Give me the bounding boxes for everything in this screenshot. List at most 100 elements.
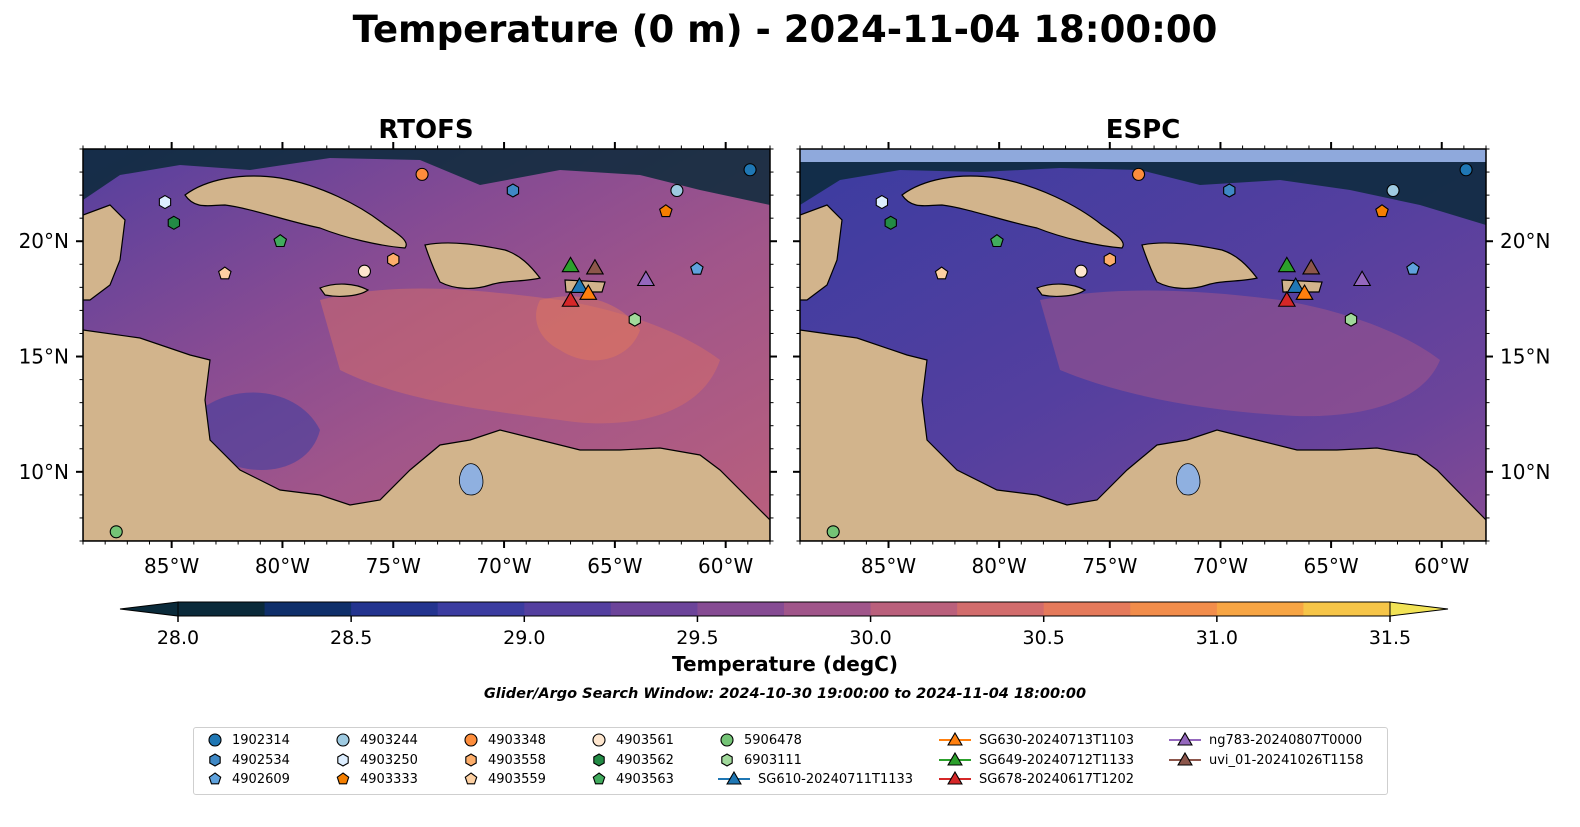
- colorbar-outline: [177, 601, 1391, 617]
- argo-float-marker: [1344, 312, 1358, 327]
- glider-marker: [636, 270, 656, 287]
- glider-marker: [1295, 283, 1314, 300]
- argo-float-marker: [1459, 163, 1473, 177]
- argo-float-marker: [1132, 167, 1146, 181]
- land-jamaica: [319, 283, 370, 297]
- cool-water-region: [83, 149, 770, 205]
- axes-layer: 85°W 80°W 75°W 70°W 65°W 60°W 10°N 15°N 20°N 85°W…: [19, 142, 1550, 578]
- colorbar-bin: [1043, 602, 1131, 616]
- colorbar-bin: [784, 602, 872, 616]
- legend-marker-icon: [464, 772, 478, 785]
- legend-entry: 4903244: [334, 731, 418, 749]
- lon-tick-label: 80°W: [972, 554, 1027, 578]
- legend-marker-icon: [718, 770, 750, 785]
- colorbar-tick-label: 30.5: [1023, 627, 1065, 649]
- legend-marker-icon: [593, 753, 605, 767]
- legend-label: 4903250: [360, 752, 418, 768]
- lon-tick-label: 60°W: [1414, 554, 1469, 578]
- argo-float-marker: [884, 215, 897, 230]
- legend-label: 4903563: [616, 771, 674, 787]
- lake-maracaibo: [458, 463, 484, 496]
- legend-entry: 5906478: [718, 731, 802, 749]
- legend-entry: uvi_01-20241026T1158: [1169, 751, 1363, 769]
- legend-label: SG678-20240617T1202: [979, 771, 1135, 787]
- legend-entry: 4902609: [206, 770, 290, 788]
- land-cuba: [184, 175, 407, 249]
- lon-tick-label: 70°W: [1193, 554, 1248, 578]
- legend-entry: SG649-20240712T1133: [939, 751, 1134, 769]
- legend-label: 1902314: [232, 732, 290, 748]
- legend-marker: [464, 772, 478, 785]
- argo-float-marker: [628, 312, 641, 327]
- lat-tick-label: 15°N: [1500, 345, 1550, 369]
- argo-float-marker: [158, 194, 172, 210]
- land-jamaica: [1036, 283, 1087, 297]
- argo-float-marker: [875, 194, 889, 210]
- glider-marker: [1277, 290, 1297, 307]
- cool-water-region: [800, 162, 1486, 225]
- legend-marker-icon: [465, 753, 477, 767]
- legend-entry: SG630-20240713T1103: [939, 731, 1134, 749]
- missing-data-strip: [800, 149, 1486, 162]
- lon-tick-label: 75°W: [366, 554, 421, 578]
- legend-label: 6903111: [744, 752, 802, 768]
- argo-float-marker: [659, 204, 673, 218]
- legend-marker-icon: [592, 733, 606, 747]
- map-panel-rtofs: [83, 149, 770, 541]
- legend-entry: 4903333: [334, 770, 418, 788]
- legend: 1902314 4902534 4902609 4903244 4903250 49033…: [193, 727, 1388, 795]
- argo-float-marker: [387, 252, 400, 267]
- legend-label: SG630-20240713T1103: [979, 732, 1135, 748]
- legend-entry: SG678-20240617T1202: [939, 770, 1134, 788]
- argo-float-marker: [273, 234, 288, 248]
- colorbar-bin: [437, 602, 525, 616]
- legend-label: 4902609: [232, 771, 290, 787]
- lat-tick-label: 20°N: [1500, 229, 1550, 253]
- legend-marker-icon: [208, 733, 222, 747]
- legend-label: 4903558: [488, 752, 546, 768]
- warm-eddy-region: [1040, 290, 1440, 417]
- legend-entry: 6903111: [718, 751, 802, 769]
- argo-float-marker: [1386, 183, 1400, 198]
- glider-marker: [570, 277, 589, 293]
- legend-entry: 4903559: [462, 770, 546, 788]
- land-yucatan: [83, 204, 126, 301]
- legend-entry: 4903558: [462, 751, 546, 769]
- argo-float-marker: [990, 234, 1004, 248]
- legend-marker-icon: [720, 733, 734, 747]
- legend-marker-icon: [592, 772, 606, 785]
- land-hispaniola: [424, 242, 542, 289]
- colorbar-bin: [697, 602, 785, 616]
- glider-marker: [585, 258, 605, 275]
- colorbar-bin: [1303, 602, 1391, 616]
- argo-float-marker: [1103, 252, 1116, 267]
- legend-marker-icon: [721, 753, 733, 767]
- glider-marker: [1286, 277, 1305, 293]
- colorbar-bin: [870, 602, 958, 616]
- legend-entry: 4903561: [590, 731, 674, 749]
- legend-marker: [721, 753, 733, 767]
- panel-title-rtofs: RTOFS: [378, 115, 473, 145]
- legend-marker-icon: [336, 772, 350, 785]
- lon-tick-label: 85°W: [861, 554, 916, 578]
- legend-marker-icon: [208, 772, 222, 785]
- argo-float-marker: [357, 264, 371, 278]
- glider-marker: [561, 256, 580, 273]
- colorbar-extend-min: [119, 601, 179, 617]
- argo-float-marker: [934, 266, 949, 280]
- legend-marker: [209, 753, 221, 767]
- map-panel-espc: [800, 149, 1486, 541]
- colorbar-tick-label: 31.5: [1369, 627, 1411, 649]
- legend-label: 4903561: [616, 732, 674, 748]
- lon-tick-label: 65°W: [1303, 554, 1358, 578]
- colorbar-bin: [957, 602, 1045, 616]
- glider-marker: [1352, 270, 1372, 287]
- legend-marker: [337, 753, 349, 767]
- colorbar-tick-label: 29.0: [503, 627, 545, 649]
- legend-marker: [1177, 751, 1193, 766]
- argo-float-marker: [743, 163, 757, 177]
- map-frame-rtofs: [82, 148, 771, 542]
- legend-label: 4902534: [232, 752, 290, 768]
- glider-marker: [1301, 258, 1321, 275]
- legend-label: 4903562: [616, 752, 674, 768]
